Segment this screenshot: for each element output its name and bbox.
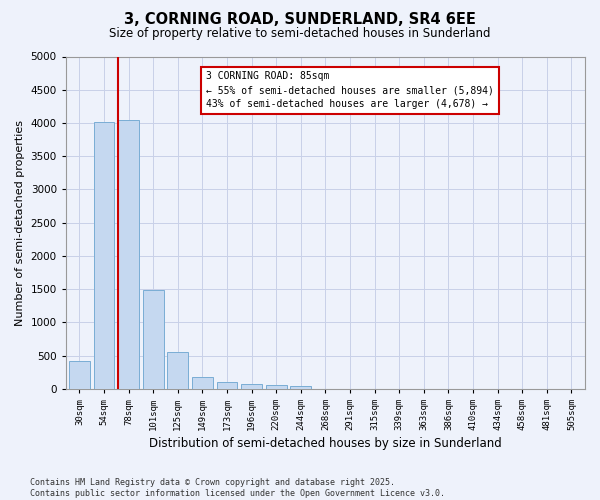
Bar <box>192 377 213 389</box>
Bar <box>217 382 238 389</box>
Y-axis label: Number of semi-detached properties: Number of semi-detached properties <box>15 120 25 326</box>
Bar <box>143 290 164 389</box>
Bar <box>241 384 262 389</box>
X-axis label: Distribution of semi-detached houses by size in Sunderland: Distribution of semi-detached houses by … <box>149 437 502 450</box>
Text: Size of property relative to semi-detached houses in Sunderland: Size of property relative to semi-detach… <box>109 28 491 40</box>
Text: 3, CORNING ROAD, SUNDERLAND, SR4 6EE: 3, CORNING ROAD, SUNDERLAND, SR4 6EE <box>124 12 476 28</box>
Bar <box>69 361 90 389</box>
Bar <box>167 352 188 389</box>
Bar <box>290 386 311 389</box>
Text: Contains HM Land Registry data © Crown copyright and database right 2025.
Contai: Contains HM Land Registry data © Crown c… <box>30 478 445 498</box>
Bar <box>94 122 115 389</box>
Text: 3 CORNING ROAD: 85sqm
← 55% of semi-detached houses are smaller (5,894)
43% of s: 3 CORNING ROAD: 85sqm ← 55% of semi-deta… <box>206 72 494 110</box>
Bar <box>266 386 287 389</box>
Bar <box>118 120 139 389</box>
